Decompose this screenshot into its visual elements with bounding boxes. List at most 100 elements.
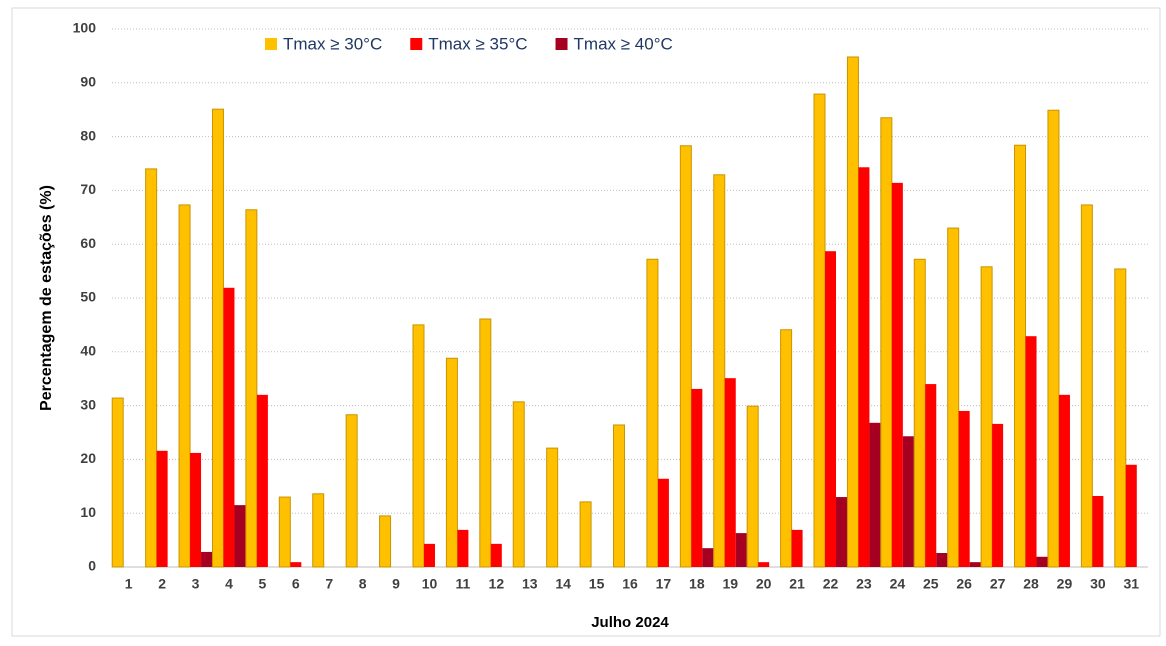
bar — [445, 357, 458, 568]
bar — [613, 424, 625, 568]
bar — [936, 553, 948, 567]
x-tick-label: 3 — [192, 576, 200, 592]
y-tick-label: 80 — [80, 127, 96, 143]
x-tick-label: 23 — [856, 576, 872, 592]
bar — [657, 478, 669, 567]
x-tick-label: 29 — [1057, 576, 1073, 592]
x-tick-label: 2 — [158, 576, 166, 592]
bar — [691, 388, 703, 567]
bar — [256, 394, 268, 567]
bar — [1080, 204, 1093, 568]
bar — [735, 533, 747, 567]
bar — [880, 117, 893, 568]
bar — [111, 397, 124, 568]
bar — [758, 562, 770, 567]
bar — [479, 318, 492, 568]
bar — [457, 529, 469, 567]
x-tick-label: 22 — [823, 576, 839, 592]
bar — [190, 452, 202, 567]
y-tick-label: 60 — [80, 235, 96, 251]
bar — [345, 414, 358, 568]
x-tick-label: 15 — [589, 576, 605, 592]
x-tick-label: 1 — [125, 576, 133, 592]
bar — [713, 174, 726, 568]
x-axis-label: Julho 2024 — [591, 614, 669, 631]
bar — [290, 562, 302, 567]
bar — [813, 93, 826, 568]
bar — [211, 108, 224, 568]
bar — [223, 287, 235, 567]
bar — [156, 450, 168, 567]
x-tick-label: 27 — [990, 576, 1006, 592]
bar — [1047, 109, 1060, 568]
bar — [1125, 464, 1137, 567]
bar — [234, 505, 246, 567]
bar — [278, 496, 291, 568]
x-tick-label: 12 — [489, 576, 505, 592]
y-tick-label: 90 — [80, 74, 96, 90]
bar — [1114, 268, 1127, 568]
bar — [1014, 144, 1027, 568]
y-tick-label: 10 — [80, 504, 96, 520]
x-tick-label: 11 — [455, 576, 470, 592]
bar — [1058, 394, 1070, 567]
x-tick-label: 8 — [359, 576, 367, 592]
bar — [702, 548, 714, 567]
bar — [825, 251, 837, 567]
bar — [913, 258, 926, 568]
x-tick-label: 5 — [258, 576, 266, 592]
x-tick-label: 30 — [1090, 576, 1106, 592]
x-tick-label: 28 — [1023, 576, 1039, 592]
x-tick-label: 9 — [392, 576, 400, 592]
bar — [379, 515, 392, 568]
x-tick-label: 31 — [1124, 576, 1140, 592]
y-tick-label: 0 — [88, 558, 96, 574]
bar — [245, 209, 258, 568]
x-tick-label: 14 — [555, 576, 571, 592]
x-tick-label: 21 — [789, 576, 805, 592]
bar — [145, 168, 158, 568]
bar — [902, 436, 914, 567]
bar — [947, 227, 960, 568]
bar — [958, 410, 970, 567]
y-tick-label: 30 — [80, 396, 96, 412]
bar — [980, 266, 993, 568]
bar — [836, 497, 848, 567]
x-tick-label: 18 — [689, 576, 705, 592]
x-tick-label: 4 — [225, 576, 233, 592]
bar — [579, 501, 592, 568]
bar — [869, 422, 881, 567]
y-tick-label: 70 — [80, 181, 96, 197]
bar — [178, 204, 191, 568]
bar — [846, 56, 859, 568]
legend-label: Tmax ≥ 35°C — [428, 34, 527, 53]
y-tick-label: 50 — [80, 289, 96, 305]
x-tick-label: 26 — [956, 576, 972, 592]
bar — [791, 529, 803, 567]
y-tick-label: 40 — [80, 343, 96, 359]
bar — [724, 378, 736, 567]
x-tick-label: 20 — [756, 576, 772, 592]
bar — [201, 551, 213, 567]
legend-label: Tmax ≥ 40°C — [574, 34, 673, 53]
bar — [1092, 495, 1104, 567]
x-tick-label: 7 — [325, 576, 333, 592]
x-tick-label: 24 — [890, 576, 906, 592]
bar — [925, 384, 937, 567]
bar — [646, 258, 659, 568]
x-tick-label: 16 — [622, 576, 638, 592]
bar — [412, 324, 425, 568]
bar — [423, 543, 435, 567]
x-tick-label: 19 — [722, 576, 738, 592]
bar — [746, 405, 759, 568]
bar — [780, 329, 793, 568]
bar — [312, 493, 325, 568]
bar — [891, 182, 903, 568]
bar — [546, 447, 559, 568]
bar — [679, 145, 692, 568]
bar — [992, 423, 1004, 567]
legend-label: Tmax ≥ 30°C — [283, 34, 382, 53]
bar — [490, 543, 502, 567]
bar — [1036, 556, 1048, 567]
